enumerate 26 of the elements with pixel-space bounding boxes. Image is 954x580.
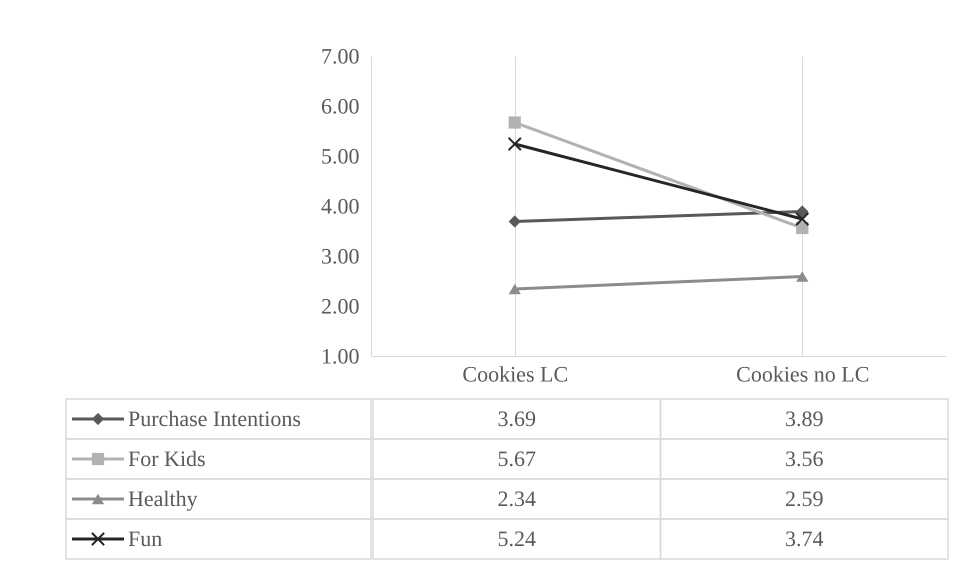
- data-label: 3.69: [498, 406, 536, 431]
- point: [795, 212, 810, 226]
- y-tick-label: 5.00: [321, 144, 360, 168]
- y-tick-label: 2.00: [321, 294, 360, 318]
- data-label: 5.24: [498, 526, 536, 551]
- legend-label: Purchase Intentions: [128, 406, 301, 431]
- data-label: 5.67: [498, 446, 536, 471]
- x-tick-label: Cookies LC: [462, 362, 568, 386]
- point: [508, 116, 521, 129]
- data-label: 3.74: [785, 526, 824, 551]
- legend-label: For Kids: [128, 446, 206, 471]
- point: [508, 215, 521, 228]
- y-tick-label: 6.00: [321, 94, 360, 118]
- y-tick-label: 7.00: [321, 44, 360, 68]
- y-tick-label: 3.00: [321, 244, 360, 268]
- y-tick-label: 4.00: [321, 194, 360, 218]
- data-label: 3.89: [785, 406, 824, 431]
- data-label: 2.34: [498, 486, 536, 511]
- point: [508, 136, 522, 152]
- point: [796, 205, 808, 218]
- data-label: 3.56: [785, 446, 824, 471]
- y-tick-label: 1.00: [321, 344, 360, 368]
- legend-label: Fun: [128, 526, 162, 551]
- legend-label: Healthy: [128, 486, 198, 511]
- data-label: 2.59: [785, 486, 824, 511]
- x-tick-label: Cookies no LC: [736, 362, 870, 386]
